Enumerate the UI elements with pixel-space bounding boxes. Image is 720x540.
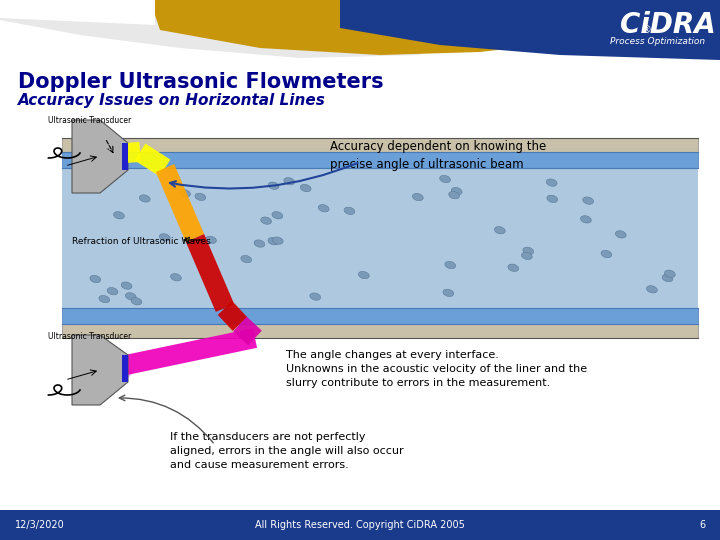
Text: 12/3/2020: 12/3/2020 [15,520,65,530]
Ellipse shape [616,231,626,238]
Text: 6: 6 [699,520,705,530]
Ellipse shape [131,298,142,305]
Text: Doppler Ultrasonic Flowmeters: Doppler Ultrasonic Flowmeters [18,72,384,92]
Bar [62,308,698,324]
Ellipse shape [179,190,190,197]
Polygon shape [124,328,257,375]
Ellipse shape [254,240,265,247]
Ellipse shape [268,182,279,190]
Ellipse shape [495,227,505,234]
Polygon shape [72,120,128,193]
Ellipse shape [114,212,125,219]
Ellipse shape [449,192,459,199]
Ellipse shape [647,286,657,293]
Polygon shape [0,0,155,25]
Ellipse shape [171,274,181,281]
Ellipse shape [344,207,355,214]
Ellipse shape [318,205,329,212]
Ellipse shape [125,293,136,300]
Ellipse shape [300,184,311,192]
Ellipse shape [508,264,518,272]
Ellipse shape [241,255,251,263]
Bar [62,152,698,168]
Polygon shape [233,316,262,345]
Ellipse shape [451,187,462,195]
Polygon shape [125,142,140,163]
Ellipse shape [107,287,118,295]
Polygon shape [135,144,171,177]
Text: If the transducers are not perfectly
aligned, errors in the angle will also occu: If the transducers are not perfectly ali… [170,432,404,470]
Ellipse shape [523,247,534,254]
Polygon shape [122,355,128,382]
Ellipse shape [261,217,271,224]
Ellipse shape [140,195,150,202]
Text: Process Optimization: Process Optimization [610,37,705,46]
Text: Accuracy dependent on knowing the
precise angle of ultrasonic beam: Accuracy dependent on knowing the precis… [330,140,546,171]
Polygon shape [217,301,247,331]
Ellipse shape [440,176,451,183]
Ellipse shape [284,178,294,185]
Ellipse shape [413,193,423,201]
Ellipse shape [662,274,673,282]
Bar [62,324,698,338]
Text: The angle changes at every interface.
Unknowns in the acoustic velocity of the l: The angle changes at every interface. Un… [286,350,587,388]
Ellipse shape [445,261,456,269]
Ellipse shape [521,252,532,260]
Text: CiDRA: CiDRA [620,11,716,39]
Ellipse shape [580,215,591,223]
Ellipse shape [90,275,101,282]
Ellipse shape [272,237,283,244]
Polygon shape [72,335,128,405]
Polygon shape [156,164,204,242]
Polygon shape [122,143,128,170]
Polygon shape [102,359,134,392]
Polygon shape [340,0,720,60]
Text: Refraction of Ultrasonic Waves: Refraction of Ultrasonic Waves [72,238,211,246]
Text: Accuracy Issues on Horizontal Lines: Accuracy Issues on Horizontal Lines [18,93,326,108]
Ellipse shape [195,193,206,200]
Text: Ultrasonic Transducer: Ultrasonic Transducer [48,332,131,341]
Text: All Rights Reserved. Copyright CiDRA 2005: All Rights Reserved. Copyright CiDRA 200… [255,520,465,530]
Ellipse shape [99,295,109,303]
Ellipse shape [159,234,170,241]
Bar [0,510,720,540]
Ellipse shape [547,195,558,202]
Ellipse shape [582,197,593,204]
Ellipse shape [272,212,283,219]
Ellipse shape [601,251,612,258]
Polygon shape [150,0,720,55]
Ellipse shape [206,236,217,244]
Ellipse shape [310,293,320,300]
Text: ®: ® [640,25,651,35]
Ellipse shape [121,282,132,289]
Polygon shape [186,234,234,312]
Ellipse shape [268,238,279,245]
Ellipse shape [546,179,557,186]
Polygon shape [0,0,500,58]
Bar [62,138,698,152]
Bar [62,168,698,308]
Text: Ultrasonic Transducer: Ultrasonic Transducer [48,116,131,125]
Ellipse shape [665,270,675,278]
Bar [565,5,713,55]
Ellipse shape [359,272,369,279]
Ellipse shape [443,289,454,296]
